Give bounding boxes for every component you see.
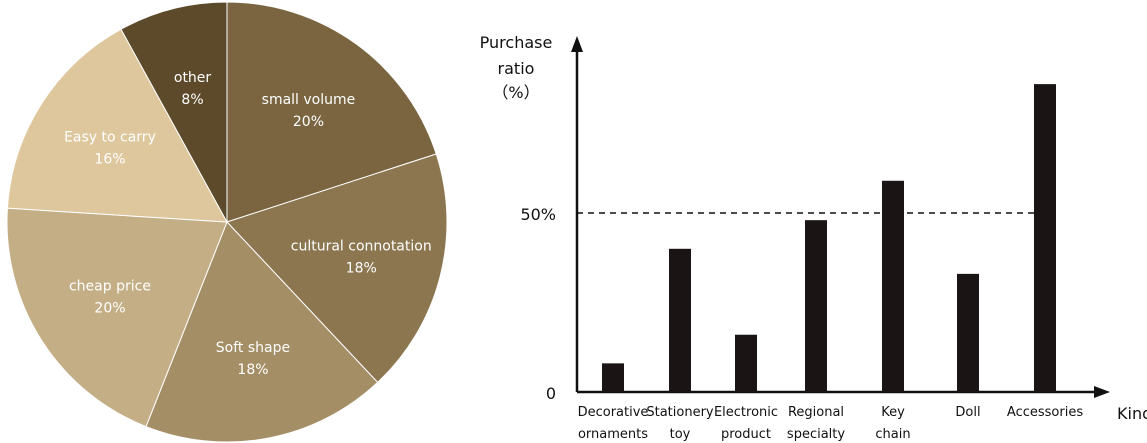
y-axis-label: （%）	[492, 83, 539, 102]
x-tick-label: product	[721, 427, 771, 442]
pie-slice	[6, 207, 228, 428]
y-tick-label: 50%	[520, 205, 556, 224]
x-tick-label: Accessories	[1007, 405, 1083, 420]
x-tick-label: Doll	[955, 405, 980, 420]
bar	[602, 363, 624, 392]
x-tick-label: Regional	[788, 405, 844, 420]
bar	[957, 273, 979, 392]
y-axis-label: ratio	[498, 59, 535, 78]
y-axis-arrow	[571, 36, 583, 52]
pie-slice	[226, 153, 448, 384]
x-tick-label: ornaments	[578, 427, 648, 442]
x-axis-label: Kind	[1117, 404, 1147, 423]
x-tick-label: Stationery	[646, 405, 714, 420]
pie-slice	[6, 28, 228, 223]
pie-slice-label: other	[174, 70, 212, 86]
bar	[735, 334, 757, 392]
pie-slice-value-label: 20%	[293, 114, 324, 130]
bar	[882, 180, 904, 392]
bar-chart: Purchase ratio （%） Kind 0 50% Decorative orname…	[480, 33, 1147, 442]
y-tick-label: 0	[546, 384, 556, 403]
x-axis-arrow	[1094, 386, 1110, 398]
pie-slice-label: cultural connotation	[291, 238, 432, 254]
pie-slice-value-label: 18%	[237, 362, 268, 378]
pie-slice-value-label: 18%	[346, 260, 377, 276]
bar	[805, 220, 827, 392]
bar	[669, 248, 691, 392]
pie-slice	[145, 221, 379, 443]
x-tick-label: chain	[875, 427, 910, 442]
pie-slice-label: cheap price	[69, 278, 151, 294]
pie-slice	[226, 1, 437, 223]
pie-chart: small volume 20% cultural connotation 18% So…	[6, 1, 448, 443]
pie-slice-label: Soft shape	[216, 340, 290, 356]
pie-slice-value-label: 8%	[181, 92, 203, 108]
x-tick-label: specialty	[787, 427, 845, 442]
x-tick-label: toy	[670, 427, 691, 442]
x-tick-label: Electronic	[714, 405, 778, 420]
pie-slice	[120, 1, 228, 223]
pie-slice-label: small volume	[262, 92, 356, 108]
pie-slice-label: Easy to carry	[64, 130, 156, 146]
y-axis-label: Purchase	[480, 33, 553, 52]
x-tick-label: Key	[881, 405, 905, 420]
pie-slice-value-label: 16%	[94, 152, 125, 168]
pie-slice-value-label: 20%	[94, 300, 125, 316]
x-tick-label: Decorative	[578, 405, 649, 420]
bar	[1034, 84, 1056, 393]
